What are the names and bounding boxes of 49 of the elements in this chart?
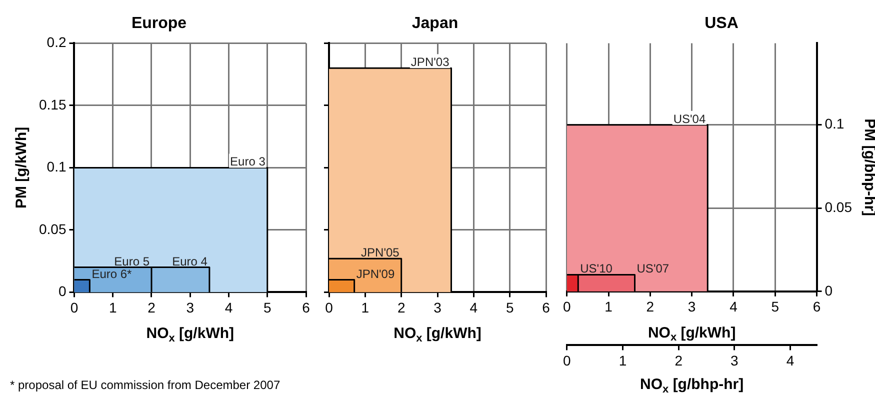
- x-tick-label: 3: [186, 299, 194, 316]
- y-axis-title: PM [g/kWh]: [13, 126, 30, 209]
- x2-tick-label: 2: [674, 352, 683, 368]
- y2-tick-label: 0.1: [824, 116, 844, 132]
- x2-tick-label: 1: [618, 352, 627, 368]
- x-tick-label: 2: [646, 298, 654, 315]
- series-label: JPN'05: [361, 246, 400, 260]
- text: * proposal of EU commission from December 2007: [10, 378, 280, 392]
- x2-tick-label: 3: [730, 352, 739, 368]
- x-tick-label: 6: [812, 298, 821, 315]
- series-label: Euro 5: [114, 254, 150, 268]
- x-tick-label: 1: [108, 299, 117, 316]
- y2-tick-label: 0: [824, 282, 833, 298]
- series-label: US'04: [673, 112, 706, 126]
- x-tick-label: 6: [302, 299, 310, 316]
- series-label: US'07: [636, 262, 670, 276]
- x2-tick-label: 0: [562, 352, 571, 368]
- x-tick-label: 0: [70, 299, 78, 316]
- y-tick-label: 0: [58, 283, 66, 300]
- x-tick-label: 3: [688, 298, 696, 315]
- y-tick-label: 0.15: [39, 96, 66, 112]
- series-label: US'10: [580, 262, 613, 276]
- x-tick-label: 0: [562, 298, 571, 315]
- y-tick-label: 0.1: [46, 158, 66, 175]
- y2-tick-label: 0.05: [824, 198, 852, 215]
- chart-title: USA: [704, 15, 739, 32]
- y-tick-label: 0.2: [46, 34, 66, 50]
- x-tick-label: 1: [604, 298, 613, 315]
- series-label: Euro 6*: [92, 266, 132, 281]
- x-tick-label: 4: [470, 299, 478, 316]
- chart-title: Europe: [131, 15, 187, 32]
- x-tick-label: 4: [730, 298, 738, 315]
- series-label: JPN'03: [410, 55, 450, 70]
- x-tick-label: 1: [361, 299, 370, 316]
- x2-tick-label: 4: [786, 352, 794, 368]
- y-tick-label: 0.05: [39, 220, 66, 237]
- chart-title: Japan: [412, 15, 458, 32]
- x-tick-label: 5: [506, 299, 514, 316]
- series-label: Euro 3: [230, 154, 266, 169]
- x-tick-label: 2: [148, 299, 156, 316]
- x-tick-label: 4: [224, 299, 233, 316]
- x-tick-label: 5: [771, 298, 780, 315]
- x-tick-label: 3: [434, 299, 442, 316]
- series-label: Euro 4: [172, 254, 208, 268]
- x-tick-label: 0: [325, 299, 334, 316]
- x-tick-label: 2: [397, 299, 406, 316]
- x-tick-label: 6: [542, 299, 550, 316]
- series-label: JPN'09: [356, 266, 395, 281]
- x-tick-label: 5: [263, 299, 272, 316]
